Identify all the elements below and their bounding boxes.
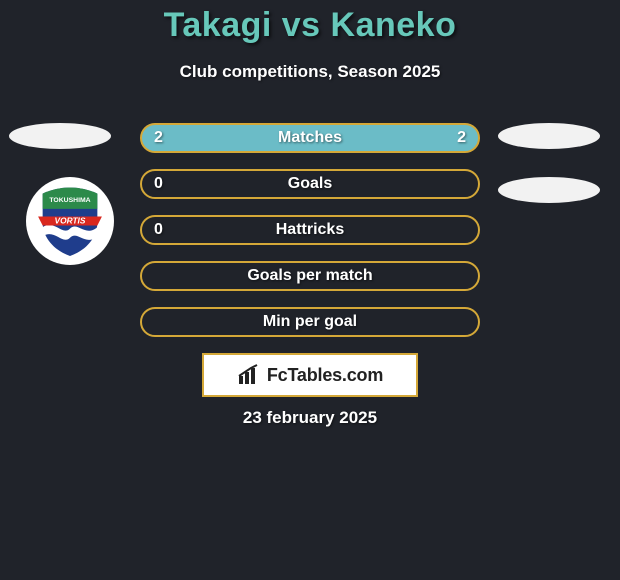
- stat-row-matches: 2 Matches 2: [140, 123, 480, 153]
- page-title: Takagi vs Kaneko: [0, 6, 620, 45]
- club-top-text: TOKUSHIMA: [49, 197, 90, 204]
- club-shield-icon: TOKUSHIMA VORTIS: [32, 183, 108, 259]
- club-right-placeholder: [498, 177, 600, 203]
- stat-row-goals-per-match: Goals per match: [140, 261, 480, 291]
- bar-chart-icon: [237, 364, 261, 386]
- stat-left-value: 0: [154, 175, 163, 193]
- stat-right-value: 2: [457, 129, 466, 147]
- date-text: 23 february 2025: [0, 408, 620, 428]
- player-right-avatar: [498, 123, 600, 149]
- player-left-avatar: [9, 123, 111, 149]
- stat-label: Min per goal: [263, 313, 357, 331]
- club-left-badge: TOKUSHIMA VORTIS: [26, 177, 114, 265]
- stat-left-value: 2: [154, 129, 163, 147]
- subtitle: Club competitions, Season 2025: [0, 62, 620, 82]
- brand-text: FcTables.com: [267, 365, 383, 386]
- stat-left-value: 0: [154, 221, 163, 239]
- stat-row-hattricks: 0 Hattricks: [140, 215, 480, 245]
- stat-label: Matches: [278, 129, 342, 147]
- stat-label: Goals per match: [247, 267, 372, 285]
- stat-label: Hattricks: [276, 221, 344, 239]
- stat-row-min-per-goal: Min per goal: [140, 307, 480, 337]
- stat-row-goals: 0 Goals: [140, 169, 480, 199]
- brand-box: FcTables.com: [202, 353, 418, 397]
- comparison-card: Takagi vs Kaneko Club competitions, Seas…: [0, 0, 620, 580]
- stat-label: Goals: [288, 175, 332, 193]
- club-ribbon-text: VORTIS: [55, 215, 86, 225]
